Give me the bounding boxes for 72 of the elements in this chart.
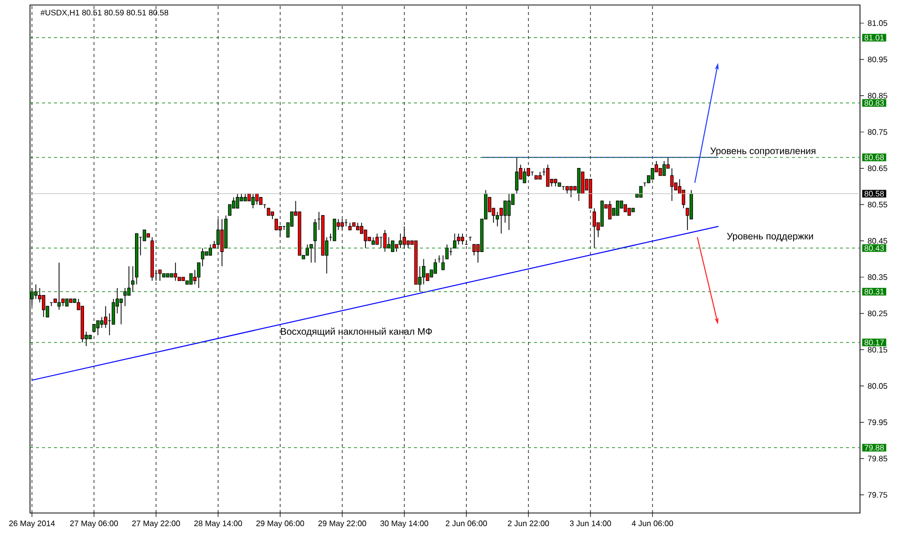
ref-line-label: 80.31 [864,288,884,294]
y-tick-label: 80.65 [868,165,888,172]
y-tick-label: 80.75 [868,129,888,135]
candlestick [522,168,526,184]
candlestick [332,218,336,242]
annotation: Восходящий наклонный канал МФ [280,328,432,337]
candlestick [251,193,255,209]
ref-line-label: 80.83 [864,100,884,106]
candlestick [375,233,379,245]
candlestick [422,258,426,285]
candlestick [174,262,178,282]
ref-line-label: 81.01 [864,34,884,40]
y-tick-label: 81.05 [868,20,888,26]
candlestick [274,218,278,230]
x-tick-label: 29 May 22:00 [318,520,366,528]
candlestick [340,218,344,230]
candlestick [364,230,368,249]
candlestick [546,164,550,187]
y-tick-label: 80.45 [868,238,888,244]
x-tick-label: 3 Jun 14:00 [570,520,612,526]
candlestick [592,208,596,249]
y-tick-label: 79.85 [868,456,888,462]
candlestick [189,273,193,285]
candlestick [236,193,240,209]
ref-line-label: 80.68 [864,154,884,160]
x-tick-label: 2 Jun 06:00 [446,520,487,526]
y-tick-label: 79.75 [868,492,888,498]
text: #USDX,H1 80.51 80.59 80.51 80.58 [40,10,168,16]
candlestick [472,244,476,256]
x-tick-label: 29 May 06:00 [256,520,304,528]
candlestick [496,211,500,227]
candlestick [670,168,674,202]
x-tick-label: 30 May 14:00 [380,520,428,528]
ref-line-label: 79.88 [864,444,884,451]
annotation: Уровень поддержки [726,232,813,242]
x-tick-label: 27 May 06:00 [70,520,118,528]
x-tick-label: 4 Jun 06:00 [632,520,674,526]
candlestick [42,294,46,318]
y-tick-label: 80.55 [868,202,888,208]
ref-line-label: 80.17 [864,340,884,346]
y-tick-label: 80.35 [868,274,888,280]
candlestick [434,258,437,274]
candlestick [158,269,162,282]
annotation: Уровень сопротивления [710,148,816,156]
y-tick-label: 79.95 [868,419,888,426]
ref-line-label: 80.43 [864,245,884,251]
y-tick-label: 80.85 [868,92,888,99]
ref-line-label: 80.58 [864,190,884,197]
candlestick [456,233,460,245]
x-tick-label: 26 May 2014 [9,520,55,528]
candlestick [616,200,620,216]
candlestick [507,193,511,230]
x-tick-label: 2 Jun 22:00 [508,520,549,526]
y-tick-label: 80.25 [868,310,888,316]
y-tick-label: 80.15 [868,346,888,353]
candlestick [662,160,666,176]
candlestick [228,204,232,216]
candlestick [96,320,100,336]
x-tick-label: 27 May 22:00 [132,520,180,528]
candlestick [503,200,507,224]
candlestick [569,186,573,198]
y-tick-label: 80.05 [868,383,888,389]
candlestick [682,190,686,209]
candlestick [383,230,387,252]
candlestick [608,200,612,220]
candlestick [220,218,224,267]
candlestick [100,316,104,328]
candlestick [639,186,643,198]
candlestick [402,226,406,249]
x-tick-label: 28 May 14:00 [194,520,242,528]
y-tick-label: 80.95 [868,56,888,62]
candlestick [581,172,584,194]
